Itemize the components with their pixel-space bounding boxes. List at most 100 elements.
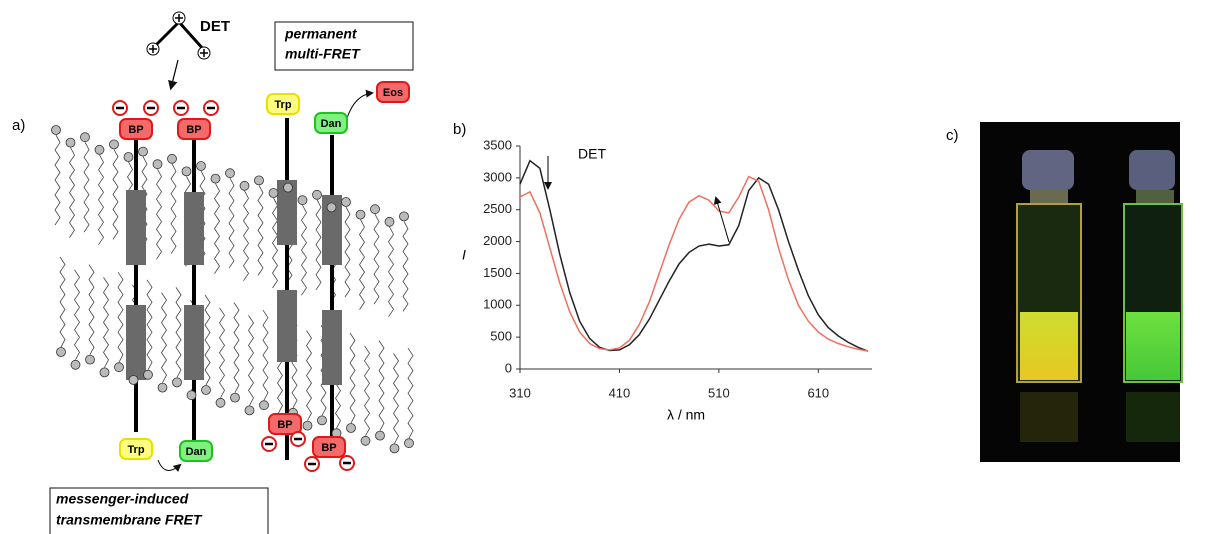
y-tick-label: 3500 — [483, 137, 512, 152]
lipid-tail — [349, 332, 356, 424]
lipid-head — [317, 415, 327, 426]
tag-label: BP — [321, 442, 336, 454]
lipid-head — [244, 405, 255, 416]
helix — [126, 305, 146, 380]
lipid-tail — [98, 154, 104, 246]
arrow — [346, 89, 374, 119]
lipid-head — [312, 189, 322, 200]
lipid-head — [51, 125, 61, 135]
tag-label: Trp — [274, 99, 291, 111]
lipid-tail — [243, 190, 249, 282]
lipid-head — [143, 369, 153, 380]
lipid-head — [65, 137, 76, 148]
tag-label: BP — [186, 124, 201, 136]
lipid-tail — [344, 206, 351, 298]
lipid-tail — [69, 147, 75, 238]
box-text: transmembrane FRET — [56, 512, 203, 528]
lipid-tail — [402, 221, 409, 312]
tag-box — [177, 118, 211, 140]
tag-label: Eos — [383, 87, 403, 99]
y-tick-label: 1500 — [483, 265, 512, 280]
tag-box — [312, 436, 346, 458]
lipid-tail — [59, 256, 66, 348]
lipid-head — [210, 173, 221, 184]
lipid-tail — [257, 185, 264, 276]
det-label: DET — [200, 18, 230, 35]
tag-box — [266, 93, 300, 115]
tag-box — [268, 413, 302, 435]
lipid-head — [341, 197, 351, 207]
lipid-head — [370, 204, 380, 215]
lipid-tail — [359, 219, 365, 310]
tag-box — [376, 81, 410, 103]
lipid-head — [399, 211, 409, 222]
permanent-box — [274, 21, 414, 71]
tag-label: Trp — [127, 444, 144, 456]
lipid-head — [283, 182, 293, 193]
membrane-diagram: BP BP Trp Dan Eos Trp Dan BP BP — [51, 11, 414, 472]
lipid-head — [215, 397, 226, 408]
helix — [322, 195, 342, 265]
cuvette-photo — [980, 122, 1183, 462]
lipid-tail — [170, 163, 177, 255]
y-tick-label: 1000 — [483, 297, 512, 312]
lipid-tail — [306, 330, 312, 421]
helix — [126, 190, 146, 265]
y-tick-label: 2000 — [483, 233, 512, 248]
tag-label: Dan — [186, 446, 207, 458]
lipid-head — [56, 347, 66, 357]
lipid-head — [346, 423, 356, 433]
lipid-head — [172, 377, 182, 388]
lipid-head — [85, 354, 95, 365]
x-tick-label: 410 — [609, 385, 631, 400]
lipid-tail — [88, 264, 95, 355]
lipid-head — [181, 166, 192, 177]
tag-label: Dan — [321, 118, 342, 130]
lipid-tail — [301, 205, 307, 296]
tag-label: BP — [128, 124, 143, 136]
det-molecule — [151, 19, 206, 51]
lipid-head — [109, 139, 119, 150]
tag-box — [119, 438, 153, 460]
arrow — [713, 196, 730, 243]
lipid-head — [404, 438, 414, 449]
lipid-head — [128, 375, 139, 385]
lipid-head — [268, 188, 279, 198]
lipid-tail — [393, 353, 399, 444]
lipid-head — [167, 153, 177, 164]
lipid-head — [297, 195, 308, 206]
tag-box — [314, 112, 348, 134]
lipid-tail — [204, 294, 211, 386]
tag-label: BP — [277, 419, 292, 431]
y-tick-label: 500 — [490, 329, 512, 344]
lipid-tail — [373, 214, 380, 305]
lipid-head — [326, 202, 337, 213]
lipid-tail — [320, 325, 327, 416]
lipid-tail — [54, 134, 61, 226]
lipid-tail — [112, 149, 119, 240]
lipid-tail — [228, 178, 235, 269]
lipid-tail — [315, 199, 322, 291]
box-text: permanent — [284, 26, 358, 42]
lipid-head — [239, 180, 250, 191]
panel-label: c) — [946, 127, 959, 144]
lipid-tail — [388, 226, 394, 318]
annotation: DET — [578, 146, 606, 162]
tag-box — [119, 118, 153, 140]
lipid-head — [384, 216, 395, 227]
box-text: messenger-induced — [56, 491, 189, 507]
lipid-tail — [156, 169, 162, 260]
lipid-head — [138, 146, 148, 157]
plus-sign — [200, 49, 208, 57]
lipid-tail — [378, 340, 385, 431]
lipid-head — [70, 359, 81, 370]
lipid-tail — [364, 345, 370, 436]
panel-label: a) — [12, 117, 25, 134]
plus-sign — [175, 14, 183, 22]
y-tick-label: 2500 — [483, 201, 512, 216]
lipid-tail — [146, 279, 153, 370]
lipid-tail — [83, 142, 90, 233]
lipid-tail — [161, 292, 167, 383]
helix — [277, 180, 297, 245]
